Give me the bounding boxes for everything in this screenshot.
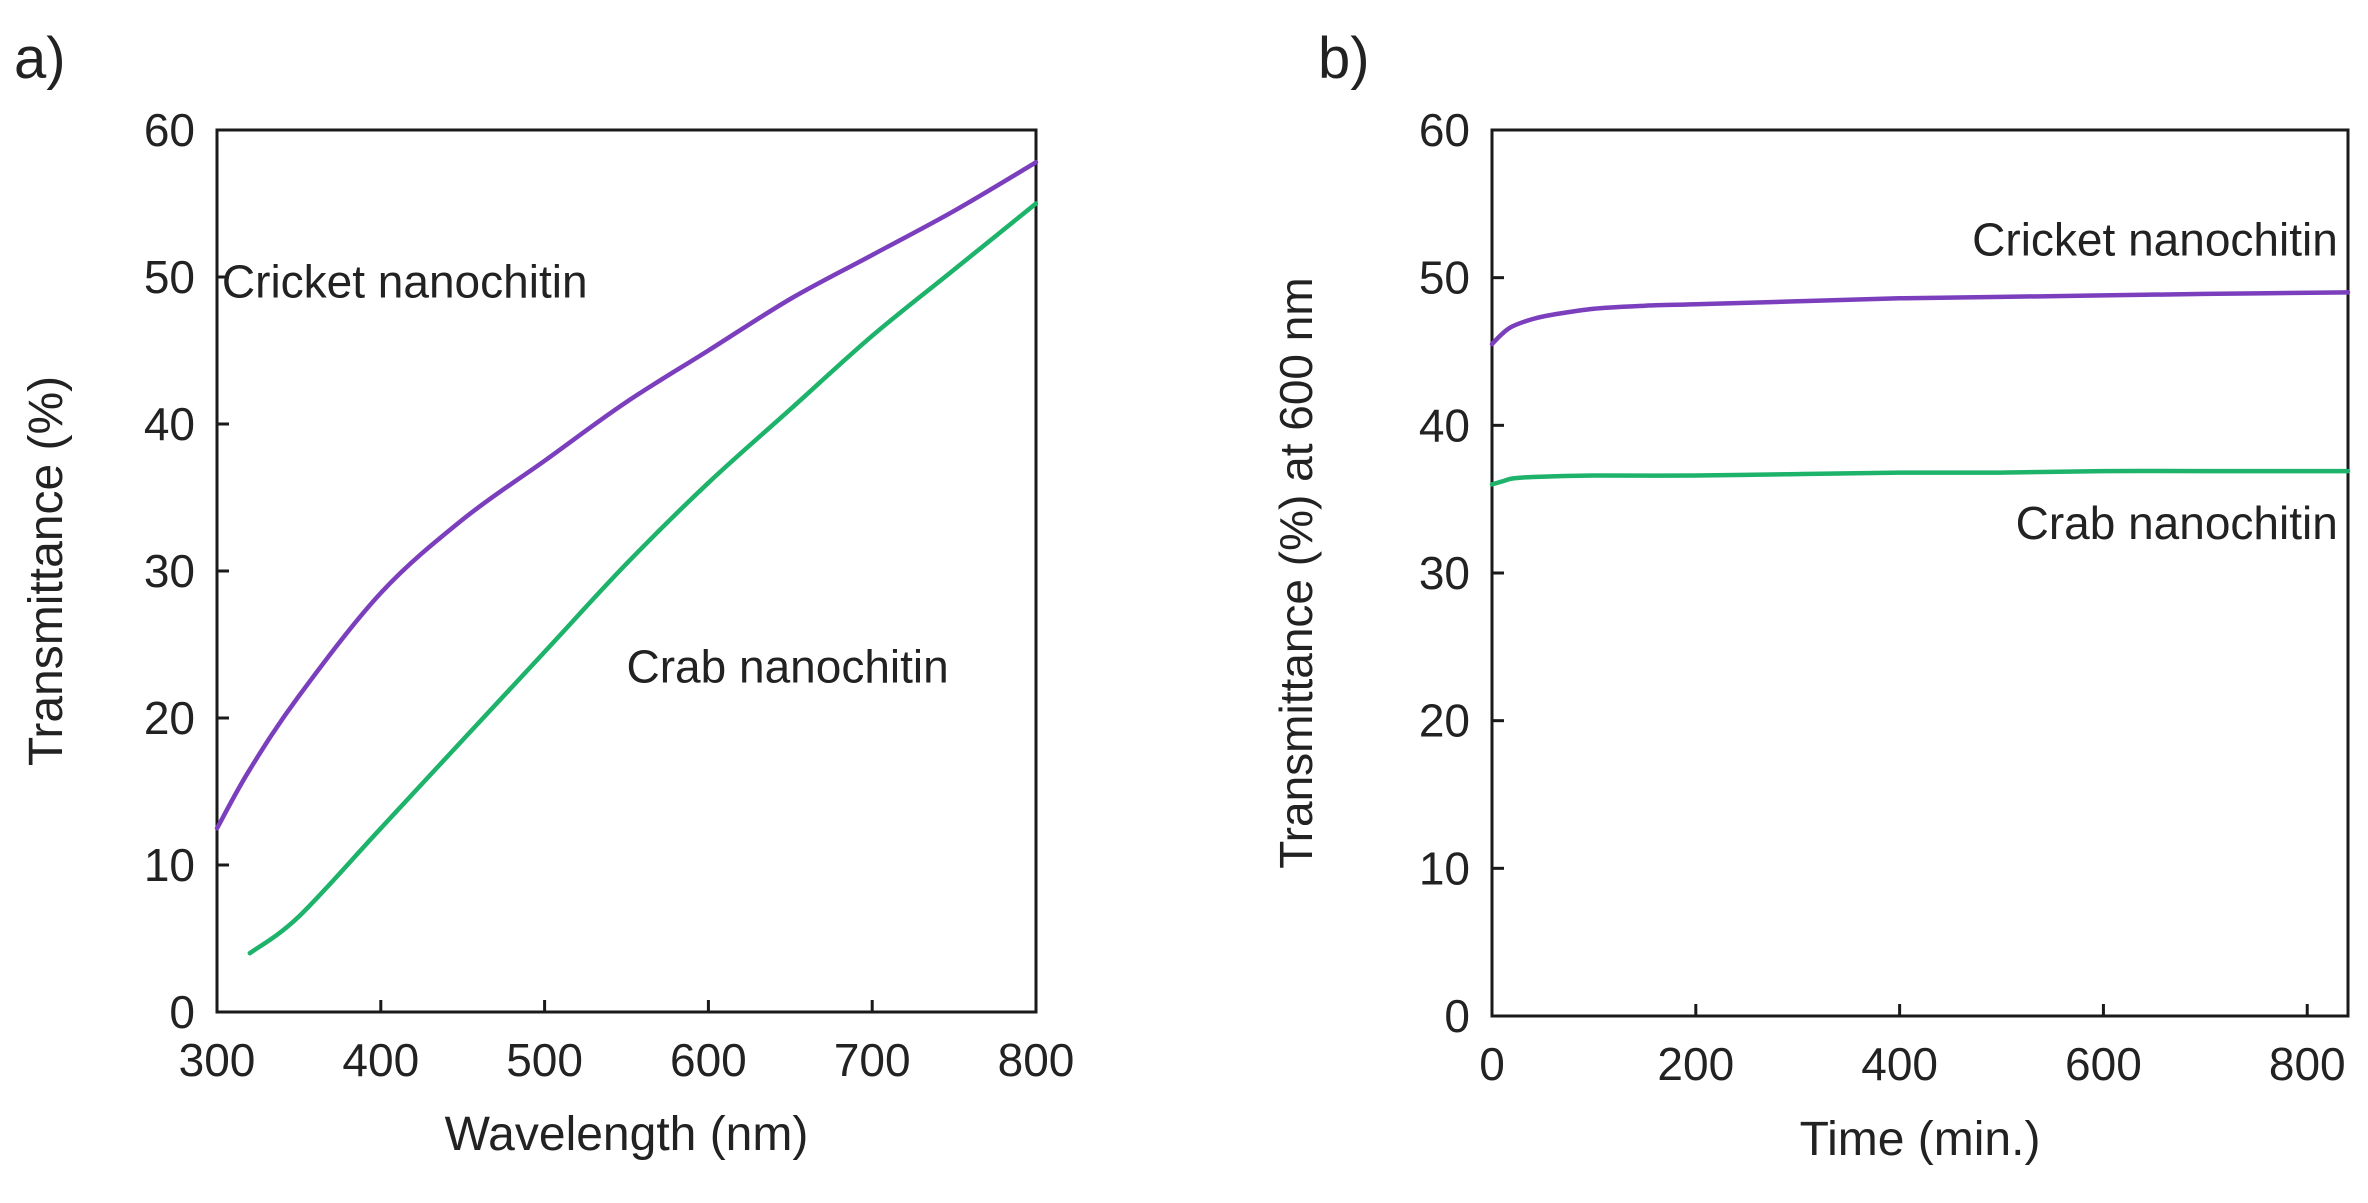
chart-a-x-tick-label: 400 bbox=[342, 1034, 419, 1086]
chart-a-y-tick-label: 30 bbox=[144, 545, 195, 597]
chart-a-y-tick-label: 40 bbox=[144, 398, 195, 450]
chart-b-x-tick-label: 200 bbox=[1657, 1038, 1734, 1090]
chart-b-x-tick-label: 600 bbox=[2065, 1038, 2142, 1090]
chart-b-x-tick-label: 400 bbox=[1861, 1038, 1938, 1090]
chart-b-y-tick-label: 0 bbox=[1444, 990, 1470, 1042]
chart-b-y-axis-title: Transmittance (%) at 600 nm bbox=[1270, 277, 1322, 868]
chart-a-x-tick-label: 500 bbox=[506, 1034, 583, 1086]
chart-a-y-tick-label: 50 bbox=[144, 251, 195, 303]
panel-label-a: a) bbox=[14, 26, 66, 91]
chart-b-y-tick-label: 40 bbox=[1419, 399, 1470, 451]
chart-a-x-tick-label: 700 bbox=[834, 1034, 911, 1086]
chart-a-series-label-cricket-nanochitin: Cricket nanochitin bbox=[222, 256, 588, 308]
chart-a-series-line-cricket-nanochitin bbox=[214, 160, 1039, 831]
chart-b-series-label-crab-nanochitin: Crab nanochitin bbox=[2016, 497, 2338, 549]
chart-b-series-line-cricket-nanochitin bbox=[1489, 290, 2351, 347]
chart-a-x-tick-label: 800 bbox=[998, 1034, 1075, 1086]
chart-a-y-tick-label: 20 bbox=[144, 692, 195, 744]
chart-a-x-axis-title: Wavelength (nm) bbox=[445, 1108, 809, 1161]
chart-b-series-label-cricket-nanochitin: Cricket nanochitin bbox=[1972, 214, 2338, 266]
chart-a-series-line-crab-nanochitin bbox=[247, 201, 1039, 956]
chart-a-series-label-crab-nanochitin: Crab nanochitin bbox=[627, 641, 949, 693]
chart-a-y-axis-title: Transmittance (%) bbox=[20, 376, 73, 766]
chart-b-y-tick-label: 50 bbox=[1419, 252, 1470, 304]
chart-b-series-line-crab-nanochitin bbox=[1489, 468, 2351, 487]
chart-a-wavelength: 300 400 500 600 700 800 0 10 20 30 40 50 60 Wavelengt… bbox=[20, 104, 1074, 1161]
chart-b-x-axis-title: Time (min.) bbox=[1800, 1113, 2041, 1166]
chart-b-y-tick-label: 20 bbox=[1419, 695, 1470, 747]
chart-a-y-tick-label: 10 bbox=[144, 839, 195, 891]
chart-b-time: 0 200 400 600 800 0 10 20 30 40 50 60 Time (min.) Tra… bbox=[1270, 104, 2351, 1166]
chart-b-y-tick-label: 60 bbox=[1419, 104, 1470, 156]
chart-b-y-tick-label: 30 bbox=[1419, 547, 1470, 599]
chart-a-x-tick-label: 300 bbox=[179, 1034, 256, 1086]
chart-a-x-tick-label: 600 bbox=[670, 1034, 747, 1086]
chart-b-y-tick-label: 10 bbox=[1419, 842, 1470, 894]
chart-b-x-tick-label: 800 bbox=[2269, 1038, 2346, 1090]
chart-a-y-tick-label: 0 bbox=[169, 986, 195, 1038]
panel-label-b: b) bbox=[1318, 26, 1370, 91]
chart-a-y-tick-label: 60 bbox=[144, 104, 195, 156]
chart-b-x-tick-label: 0 bbox=[1479, 1038, 1505, 1090]
